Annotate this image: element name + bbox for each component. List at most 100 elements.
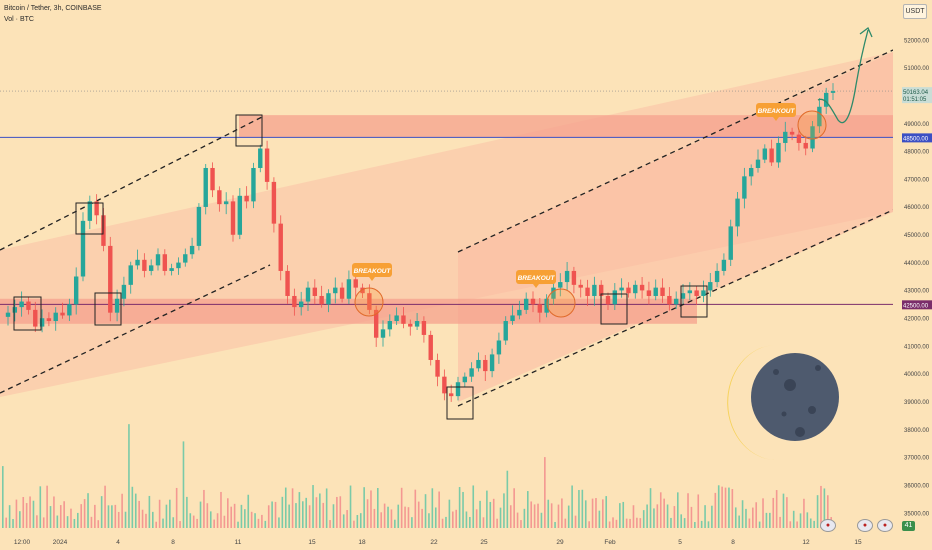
- volume-bar: [434, 507, 437, 528]
- volume-bar: [77, 512, 79, 528]
- pattern-box: [680, 285, 708, 318]
- volume-bar: [438, 491, 440, 528]
- volume-bar: [346, 510, 348, 528]
- volume-bar: [540, 512, 543, 528]
- price-axis-tick: 52000.00: [904, 38, 930, 44]
- breakout-badge: [352, 263, 392, 277]
- volume-bar: [128, 424, 130, 528]
- volume-bar: [397, 504, 400, 528]
- volume-bar: [189, 513, 192, 528]
- volume-bar: [394, 519, 396, 528]
- volume-bar: [782, 493, 785, 528]
- breakout-badge: [516, 270, 556, 284]
- candle-body: [823, 92, 829, 107]
- volume-bar: [295, 503, 297, 528]
- volume-bar: [619, 503, 621, 528]
- volume-bar: [165, 504, 168, 528]
- volume-bar: [772, 497, 775, 528]
- volume-bar: [639, 518, 642, 528]
- candle-body: [26, 301, 31, 310]
- volume-bar: [769, 512, 771, 528]
- volume-bar: [83, 499, 86, 528]
- time-axis-tick: 11: [235, 539, 242, 546]
- candle-body: [755, 159, 761, 168]
- candle-body: [387, 321, 393, 330]
- volume-bar: [206, 503, 209, 528]
- candle-body: [496, 340, 502, 355]
- volume-bar: [267, 505, 270, 528]
- candle-body: [80, 220, 86, 277]
- projection-arrowhead: [859, 26, 873, 38]
- candle-body: [673, 298, 679, 305]
- candle-body: [373, 309, 379, 338]
- volume-bar: [281, 496, 284, 528]
- breakout-badge-pointer: [773, 117, 779, 121]
- volume-bar: [336, 496, 338, 528]
- volume-bar: [223, 515, 226, 528]
- price-axis-tick: 47000.00: [904, 177, 930, 183]
- us-flag-icon[interactable]: ●: [877, 519, 893, 532]
- price-axis-tick: 49000.00: [904, 122, 930, 128]
- candle-body: [714, 270, 720, 283]
- volume-bar: [803, 498, 805, 528]
- volume-bar: [428, 513, 430, 528]
- volume-bar: [107, 505, 110, 528]
- us-flag-icon[interactable]: ●: [820, 519, 836, 532]
- volume-bar: [141, 509, 144, 528]
- volume-bar: [677, 492, 679, 528]
- volume-bar: [247, 494, 250, 528]
- candle-body: [183, 254, 188, 263]
- volume-bar: [612, 517, 614, 528]
- currency-button[interactable]: USDT: [903, 4, 927, 19]
- volume-bar: [244, 509, 246, 528]
- volume-bar: [724, 487, 727, 528]
- candle-body: [605, 295, 611, 305]
- candle-body: [558, 282, 563, 288]
- volume-bar: [820, 485, 822, 528]
- volume-bar: [114, 504, 117, 528]
- candle-body: [435, 359, 440, 377]
- time-axis-tick: 12: [802, 539, 810, 546]
- candle-body: [19, 301, 24, 308]
- candle-body: [128, 265, 133, 285]
- us-flag-icon[interactable]: ●: [857, 519, 873, 532]
- volume-bar: [752, 507, 754, 528]
- volume-bar: [342, 514, 345, 528]
- candle-body: [394, 315, 399, 322]
- candle-body: [142, 259, 147, 271]
- volume-bar: [87, 493, 89, 528]
- volume-bar: [264, 520, 267, 528]
- volume-bar: [227, 498, 229, 528]
- volume-bar: [455, 509, 458, 528]
- volume-bar: [131, 486, 134, 528]
- candle-body: [455, 382, 461, 397]
- volume-bar: [571, 485, 573, 528]
- volume-bar: [557, 504, 560, 528]
- volume-bar: [823, 488, 826, 528]
- candle-body: [94, 201, 99, 216]
- candle-body: [721, 259, 727, 271]
- volume-bar: [363, 487, 365, 528]
- volume-bar: [192, 515, 195, 528]
- breakout-label: BREAKOUT: [354, 268, 392, 275]
- candle-body: [339, 287, 345, 299]
- breakout-circle: [797, 110, 827, 140]
- volume-bar: [694, 521, 696, 528]
- volume-bar: [400, 487, 403, 528]
- volume-bar: [690, 506, 693, 528]
- volume-bar: [417, 501, 420, 528]
- candle-body: [326, 293, 331, 305]
- volume-bar: [584, 500, 587, 528]
- time-axis-tick: 18: [358, 539, 366, 546]
- events-count-badge[interactable]: 41: [902, 521, 915, 531]
- volume-bar: [12, 519, 14, 528]
- candle-body: [189, 245, 195, 255]
- volume-bar: [70, 508, 72, 528]
- candle-body: [196, 206, 202, 246]
- candle-body: [680, 293, 686, 299]
- time-axis-tick: 25: [480, 539, 488, 546]
- candle-body: [735, 198, 740, 227]
- volume-bar: [520, 520, 522, 528]
